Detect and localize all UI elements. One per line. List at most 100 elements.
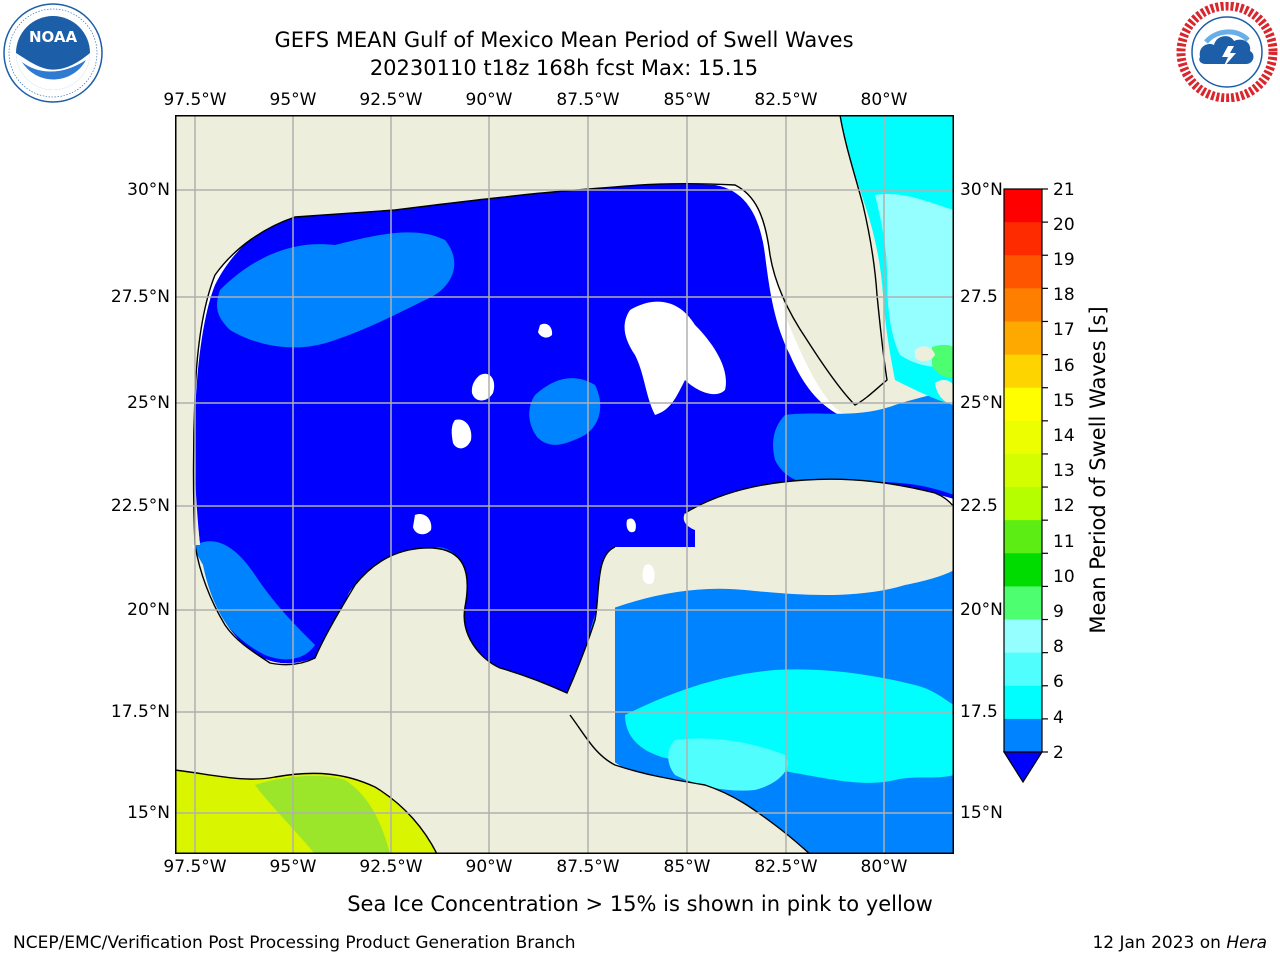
swell-band-2-4s — [195, 541, 315, 660]
lon-tick-label: 80°W — [860, 857, 908, 877]
lon-tick-label: 92.5°W — [359, 857, 423, 877]
map-frame — [175, 115, 954, 854]
lon-tick-label: 90°W — [465, 857, 513, 877]
colorbar-swatch — [1004, 553, 1042, 587]
lat-tick-label: 27.5°N — [110, 287, 170, 307]
lat-tick-label: 30°N — [960, 180, 1003, 200]
nodata-patch — [626, 518, 636, 533]
map-title: GEFS MEAN Gulf of Mexico Mean Period of … — [274, 28, 854, 52]
colorbar-swatch — [1004, 586, 1042, 621]
cuba-island — [683, 479, 954, 565]
sea-ice-field — [255, 775, 390, 854]
swell-band-2-4s — [217, 232, 455, 348]
footer-date-text: 12 Jan 2023 on — [1092, 933, 1227, 953]
footer-date: 12 Jan 2023 on Hera — [1092, 933, 1267, 953]
mexico-coast — [175, 515, 615, 854]
colorbar-swatch — [1004, 354, 1042, 389]
colorbar-label: Mean Period of Swell Waves [s] — [1086, 306, 1110, 634]
lat-tick-label: 15°N — [960, 803, 1003, 823]
footer-host: Hera — [1226, 933, 1267, 953]
lon-tick-label: 97.5°W — [163, 90, 227, 110]
lat-tick-label: 17.5°N — [110, 702, 170, 722]
colorbar-tick: 10 — [1053, 567, 1075, 587]
lon-tick-label: 85°W — [663, 90, 711, 110]
lon-tick-label: 87.5°W — [556, 90, 620, 110]
bahamas-islands — [935, 380, 954, 405]
colorbar-tick: 13 — [1053, 461, 1075, 481]
coastline — [192, 115, 888, 546]
lat-tick-label: 20°N — [960, 600, 1003, 620]
nodata-patch — [451, 419, 472, 449]
lon-tick-label: 80°W — [860, 90, 908, 110]
bahamas-islands — [915, 346, 935, 362]
colorbar-tick: 17 — [1053, 320, 1075, 340]
graticule — [175, 115, 954, 854]
colorbar-swatches — [1004, 189, 1042, 753]
lat-tick-label: 22.5 — [960, 496, 998, 516]
colorbar-tick: 2 — [1053, 743, 1064, 763]
lat-tick-label: 27.5 — [960, 287, 998, 307]
colorbar-swatch — [1004, 685, 1042, 720]
colorbar-tick: 12 — [1053, 496, 1075, 516]
colorbar-tick: 11 — [1053, 532, 1075, 552]
colorbar-swatch — [1004, 420, 1042, 455]
lon-tick-label: 95°W — [269, 90, 317, 110]
lat-tick-label: 17.5 — [960, 702, 998, 722]
colorbar-swatch — [1004, 453, 1042, 488]
swell-band-2-4s — [773, 390, 954, 495]
colorbar-tick: 19 — [1053, 250, 1075, 270]
lon-tick-label: 97.5°W — [163, 857, 227, 877]
lon-tick-label: 82.5°W — [754, 857, 818, 877]
colorbar — [1002, 188, 1048, 784]
nodata-patch — [538, 323, 553, 338]
noaa-logo: NOAA — [3, 3, 103, 103]
lat-tick-label: 25°N — [960, 393, 1003, 413]
swell-band-8-9s — [875, 193, 954, 367]
map-subtitle: 20230110 t18z 168h fcst Max: 15.15 — [369, 56, 759, 80]
colorbar-tick: 16 — [1053, 356, 1075, 376]
coastline — [569, 714, 811, 854]
lon-tick-label: 82.5°W — [754, 90, 818, 110]
central-america-coast — [570, 715, 810, 854]
colorbar-under-triangle — [1002, 751, 1044, 784]
colorbar-tick: 4 — [1053, 708, 1064, 728]
colorbar-swatch — [1004, 222, 1042, 256]
lat-tick-label: 20°N — [127, 600, 170, 620]
lon-tick-label: 87.5°W — [556, 857, 620, 877]
footer-credit: NCEP/EMC/Verification Post Processing Pr… — [13, 933, 576, 953]
nodata-patch — [413, 514, 432, 535]
colorbar-frame — [1003, 188, 1043, 753]
colorbar-swatch — [1004, 189, 1042, 223]
svg-text:NOAA: NOAA — [29, 28, 78, 46]
coastline — [194, 544, 616, 694]
colorbar-swatch — [1004, 619, 1042, 654]
colorbar-tick: 18 — [1053, 285, 1075, 305]
colorbar-tickmarks — [1042, 188, 1048, 753]
colorbar-swatch — [1004, 255, 1042, 289]
lon-tick-label: 95°W — [269, 857, 317, 877]
colorbar-tick: 6 — [1053, 672, 1064, 692]
lat-tick-label: 22.5°N — [110, 496, 170, 516]
colorbar-swatch — [1004, 652, 1042, 687]
swell-band-9-10s — [932, 344, 954, 378]
nodata-patch — [642, 564, 655, 585]
nodata-patch — [624, 301, 726, 415]
colorbar-tick: 21 — [1053, 180, 1075, 200]
colorbar-swatch — [1004, 487, 1042, 521]
swell-band-4-8s — [668, 738, 788, 791]
lon-tick-label: 85°W — [663, 857, 711, 877]
coastline — [684, 478, 954, 514]
swell-band-2-4s — [529, 378, 601, 445]
colorbar-tick: 9 — [1053, 602, 1064, 622]
lon-tick-label: 90°W — [465, 90, 513, 110]
lat-tick-label: 15°N — [127, 803, 170, 823]
colorbar-swatch — [1004, 321, 1042, 356]
colorbar-swatch — [1004, 288, 1042, 322]
coastline — [175, 769, 438, 854]
sea-ice-caption: Sea Ice Concentration > 15% is shown in … — [347, 892, 933, 916]
us-gulf-coast — [175, 115, 954, 545]
lat-tick-label: 30°N — [127, 180, 170, 200]
gulf-of-mexico-map — [175, 115, 954, 854]
colorbar-tick: 20 — [1053, 215, 1075, 235]
colorbar-tick: 14 — [1053, 426, 1075, 446]
